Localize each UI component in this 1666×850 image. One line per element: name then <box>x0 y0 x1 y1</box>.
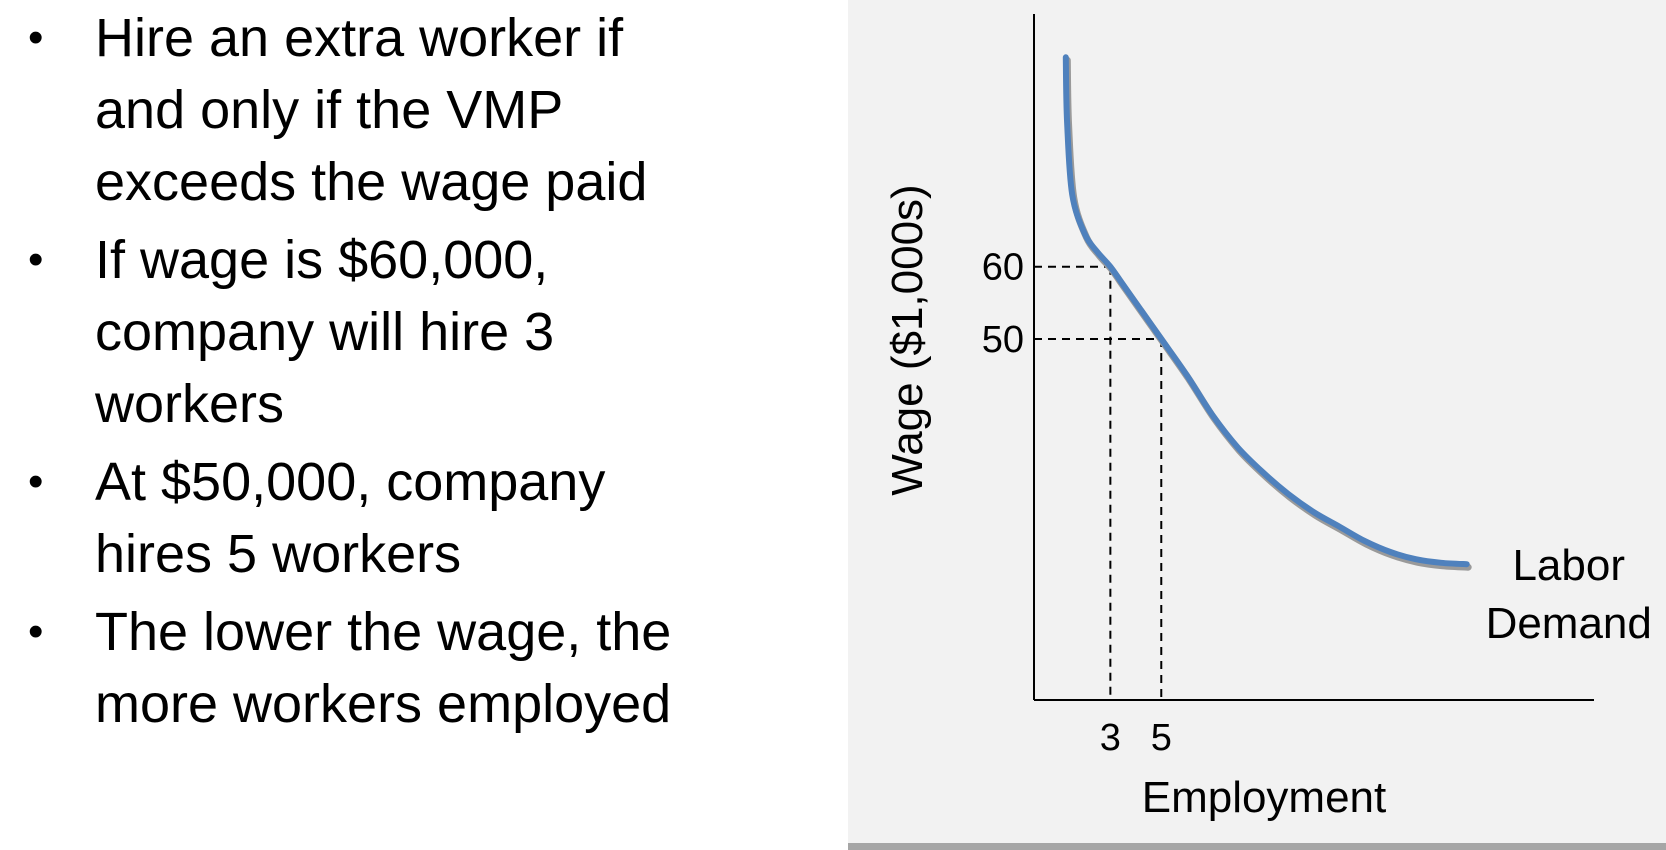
bullet-text: If wage is $60,000, company will hire 3 wo… <box>95 230 555 434</box>
bullet-text: At $50,000, company hires 5 workers <box>95 452 606 584</box>
x-tick-label: 3 <box>1100 717 1121 759</box>
bullet-text: The lower the wage, the more workers empl… <box>95 602 672 734</box>
bullet-list: • Hire an extra worker if and only if the … <box>0 0 800 746</box>
labor-demand-curve <box>1062 54 1470 568</box>
bullet-item: • At $50,000, company hires 5 workers <box>0 446 800 590</box>
curve-label: Demand <box>1486 599 1652 648</box>
labor-demand-curve-shadow <box>1063 56 1472 571</box>
y-tick-label: 60 <box>982 247 1024 289</box>
y-axis-title: Wage ($1,000s) <box>883 184 932 495</box>
bullet-icon: • <box>28 235 44 284</box>
bullet-icon: • <box>28 13 44 62</box>
chart-panel-shadow <box>848 843 1666 850</box>
bullet-item: • Hire an extra worker if and only if the … <box>0 2 800 218</box>
chart-panel <box>848 0 1666 850</box>
y-tick-label: 50 <box>982 319 1024 361</box>
bullet-item: • The lower the wage, the more workers emp… <box>0 596 800 740</box>
bullet-icon: • <box>28 607 44 656</box>
bullet-text: Hire an extra worker if and only if the V… <box>95 8 648 212</box>
bullet-icon: • <box>28 457 44 506</box>
curve-label: Labor <box>1512 541 1625 590</box>
x-axis-title: Employment <box>1142 773 1387 822</box>
x-tick-label: 5 <box>1151 717 1172 759</box>
